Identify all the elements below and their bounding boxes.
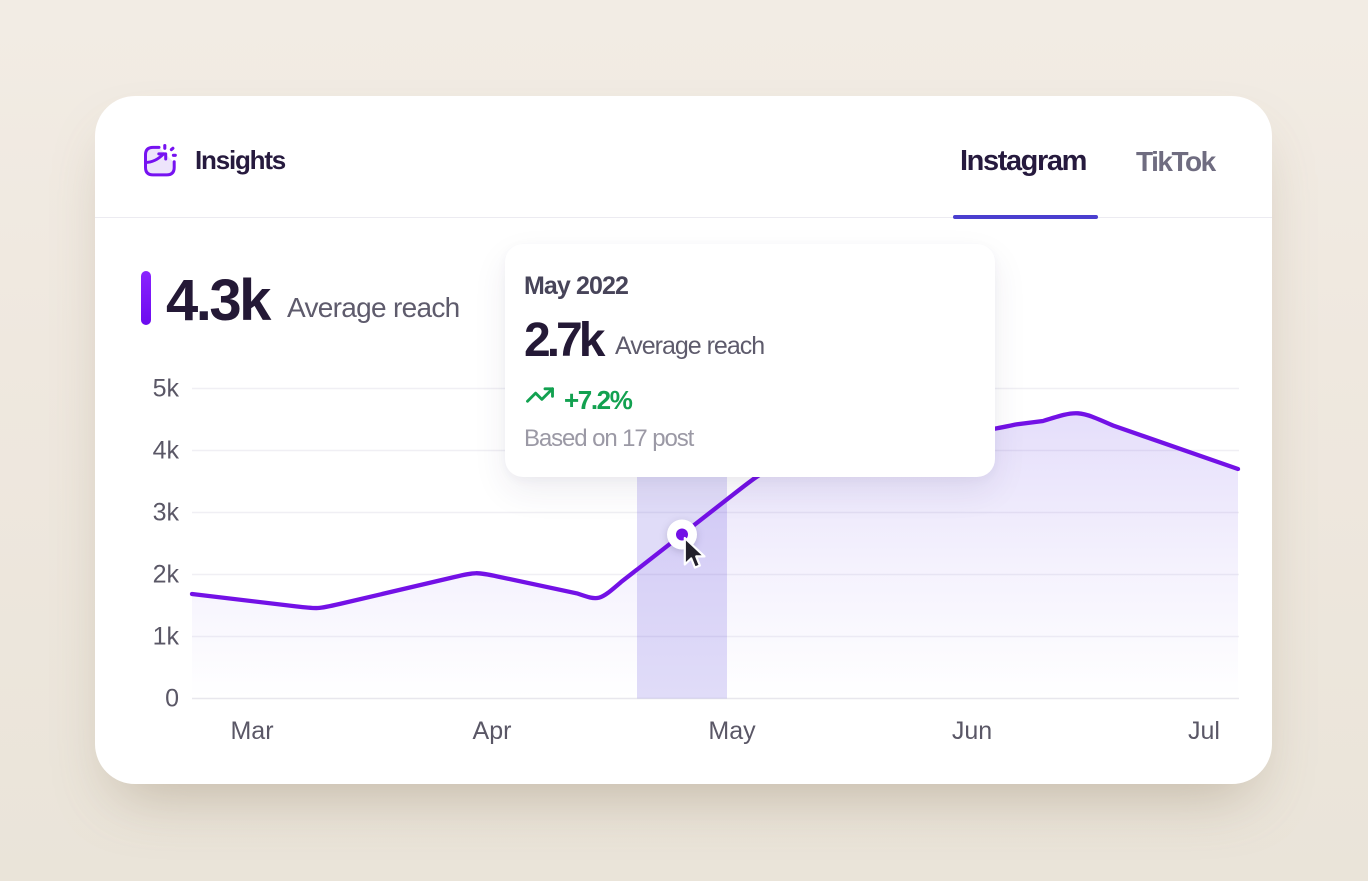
svg-text:May: May xyxy=(708,717,756,745)
svg-text:1k: 1k xyxy=(153,623,180,651)
svg-text:2k: 2k xyxy=(153,561,180,589)
svg-text:4k: 4k xyxy=(153,437,180,465)
svg-text:0: 0 xyxy=(165,685,179,713)
svg-text:Jul: Jul xyxy=(1188,717,1220,745)
svg-text:Jun: Jun xyxy=(952,717,992,745)
svg-text:Mar: Mar xyxy=(230,717,273,745)
svg-text:Apr: Apr xyxy=(473,717,512,745)
svg-text:5k: 5k xyxy=(153,375,180,403)
svg-text:3k: 3k xyxy=(153,499,180,527)
